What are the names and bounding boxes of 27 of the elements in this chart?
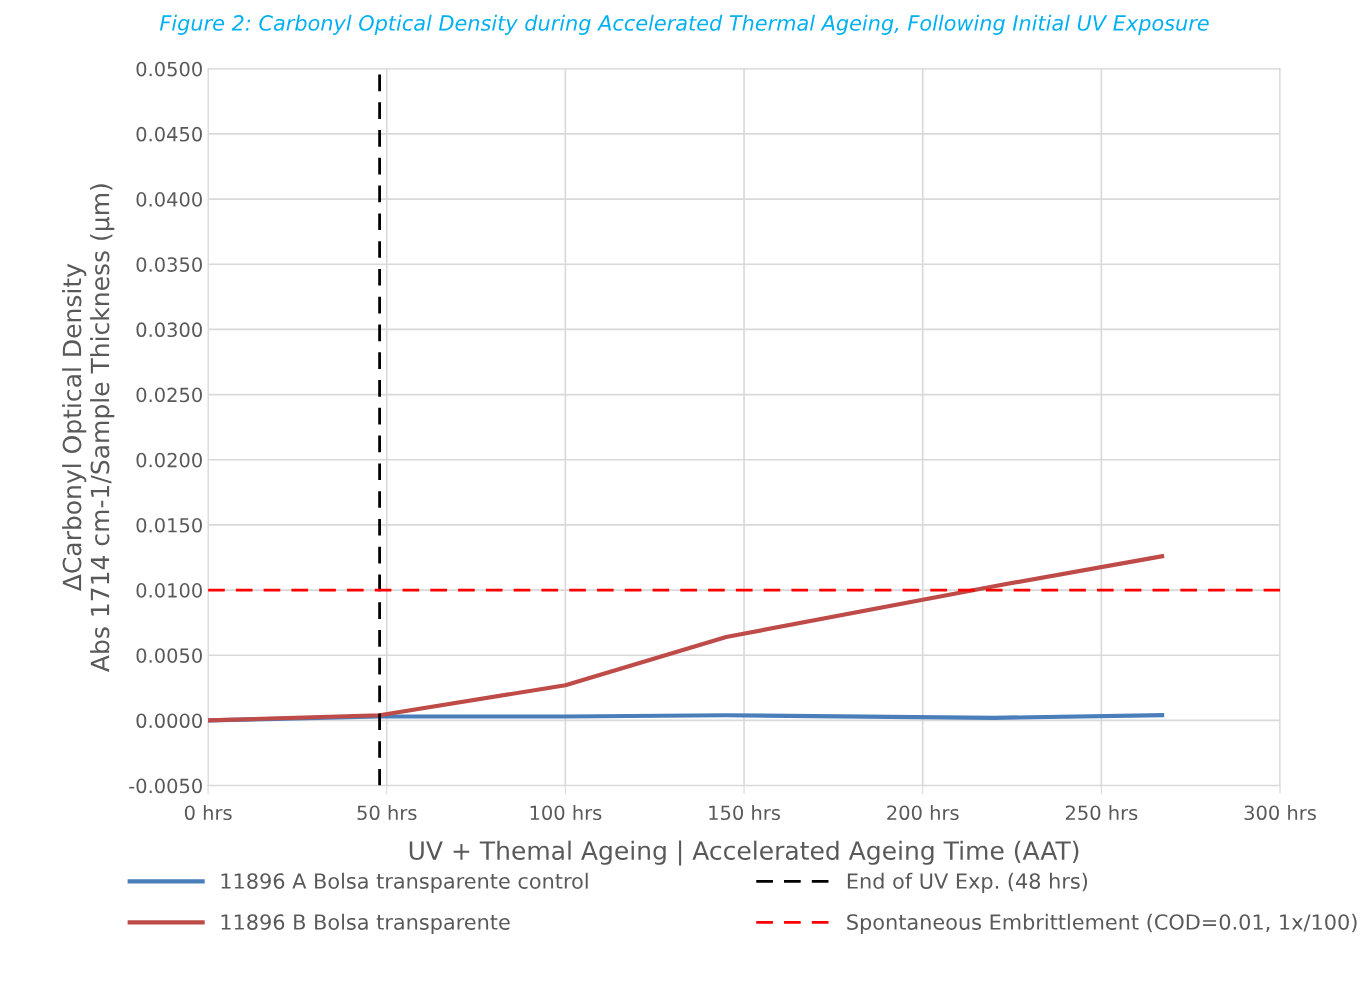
x-tick-label: 50 hrs: [357, 805, 417, 821]
legend-label: 11896 B Bolsa transparente: [221, 913, 510, 934]
line-series: [208, 554, 1165, 723]
x-tick-label: 300 hrs: [1244, 805, 1316, 821]
x-tick-label: 100 hrs: [530, 805, 602, 821]
legend-label: 11896 A Bolsa transparente control: [221, 872, 588, 893]
y-tick-label: 0.0100: [136, 583, 202, 598]
x-axis-title: UV + Themal Ageing | Accelerated Ageing Time (AAT): [409, 840, 1079, 866]
y-tick-label: -0.0050: [129, 778, 202, 794]
x-tick-label: 200 hrs: [887, 805, 959, 821]
y-tick-label: 0.0000: [136, 713, 202, 729]
legend-label: Spontaneous Embrittlement (COD=0.01, 1x/100): [847, 913, 1357, 934]
y-tick-label: 0.0250: [136, 387, 202, 403]
y-tick-label: 0.0500: [136, 61, 202, 77]
y-tick-label: 0.0450: [136, 126, 202, 142]
x-tick-label: 250 hrs: [1065, 805, 1138, 821]
legend-label: End of UV Exp. (48 hrs): [847, 872, 1088, 893]
y-tick-label: 0.0350: [136, 257, 202, 272]
y-tick-label: 0.0400: [136, 192, 202, 207]
chart-title: Figure 2: Carbonyl Optical Density during Accelerated Thermal Ageing, Following Initial UV Exposure: [159, 14, 1209, 35]
y-tick-label: 0.0150: [136, 517, 202, 533]
x-tick-label: 0 hrs: [184, 805, 232, 821]
x-tick-label: 150 hrs: [709, 805, 780, 821]
y-tick-label: 0.0050: [136, 648, 202, 663]
y-tick-label: 0.0200: [136, 452, 202, 468]
y-axis-title: ΔCarbonyl Optical Density Abs 1714 cm-1/Sample Thickness (µm): [62, 184, 115, 672]
y-tick-label: 0.0300: [136, 322, 202, 338]
